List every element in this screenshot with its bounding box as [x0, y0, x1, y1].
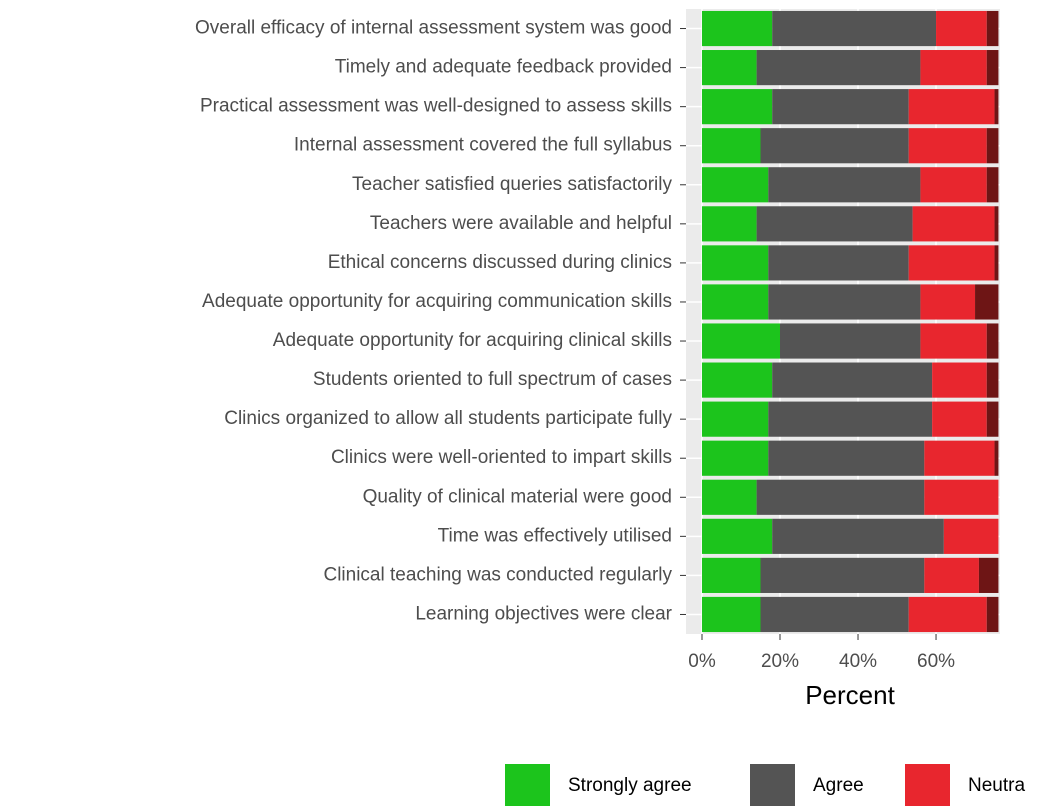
- bar-segment: [768, 401, 933, 437]
- y-tick-label: Clinical teaching was conducted regularl…: [323, 564, 672, 585]
- bar-segment: [760, 596, 909, 633]
- bar-segment: [924, 479, 999, 515]
- bar-segment: [701, 50, 757, 86]
- y-tick-label: Overall efficacy of internal assessment …: [195, 18, 672, 39]
- y-tick-label: Adequate opportunity for acquiring clini…: [273, 330, 672, 351]
- bar-segment: [920, 167, 987, 203]
- bar-segment: [986, 167, 999, 203]
- bar-segment: [772, 89, 909, 125]
- bar-segment: [978, 557, 999, 593]
- bar-segment: [701, 401, 769, 437]
- bar-segment: [772, 518, 944, 554]
- bar-segment: [943, 518, 999, 554]
- bar-segment: [936, 10, 987, 47]
- bar-segment: [908, 245, 995, 281]
- bar-segment: [986, 362, 999, 398]
- bar-segment: [760, 557, 925, 593]
- bar-segment: [701, 596, 761, 633]
- bar-segment: [760, 128, 909, 164]
- x-tick-label: 60%: [917, 651, 955, 672]
- bar-segment: [701, 10, 773, 47]
- bar-segment: [912, 206, 995, 242]
- bar-segment: [756, 206, 913, 242]
- bar-segment: [768, 284, 921, 320]
- bar-segment: [908, 89, 995, 125]
- legend-label: Neutra: [968, 775, 1025, 796]
- legend-label: Strongly agree: [568, 775, 692, 796]
- bar-segment: [986, 50, 999, 86]
- bar-segment: [924, 440, 995, 476]
- y-tick-label: Teachers were available and helpful: [370, 213, 672, 234]
- bar-segment: [924, 557, 979, 593]
- y-tick-label: Ethical concerns discussed during clinic…: [328, 252, 672, 273]
- bar-segment: [986, 323, 999, 359]
- bar-segment: [772, 362, 933, 398]
- legend-swatch: [505, 764, 550, 806]
- bar-segment: [701, 128, 761, 164]
- bar-segment: [768, 167, 921, 203]
- bar-segment: [908, 128, 987, 164]
- x-axis-title: Percent: [805, 680, 895, 710]
- bar-segment: [701, 89, 773, 125]
- bar-segment: [932, 362, 987, 398]
- y-tick-label: Students oriented to full spectrum of ca…: [313, 369, 672, 390]
- bar-segment: [701, 479, 757, 515]
- bar-segment: [986, 596, 999, 633]
- x-tick-label: 0%: [688, 651, 716, 672]
- bar-segment: [780, 323, 921, 359]
- y-tick-label: Timely and adequate feedback provided: [335, 57, 672, 78]
- bar-segment: [701, 518, 773, 554]
- bar-segment: [701, 440, 769, 476]
- bar-segment: [932, 401, 987, 437]
- y-tick-label: Clinics were well-oriented to impart ski…: [331, 447, 672, 468]
- y-tick-label: Adequate opportunity for acquiring commu…: [202, 291, 672, 312]
- y-tick-label: Teacher satisfied queries satisfactorily: [352, 174, 672, 195]
- y-tick-label: Time was effectively utilised: [438, 525, 672, 546]
- bar-segment: [701, 557, 761, 593]
- bar-segment: [994, 206, 999, 242]
- y-tick-label: Quality of clinical material were good: [363, 486, 672, 507]
- bar-segment: [756, 50, 921, 86]
- bar-segment: [908, 596, 987, 633]
- bar-segment: [994, 89, 999, 125]
- bar-segment: [701, 284, 769, 320]
- x-tick-label: 20%: [761, 651, 799, 672]
- bar-segment: [994, 245, 999, 281]
- legend-swatch: [750, 764, 795, 806]
- legend-label: Agree: [813, 775, 864, 796]
- bar-segment: [975, 284, 999, 320]
- bar-segment: [768, 245, 909, 281]
- bar-segment: [994, 440, 999, 476]
- bar-segment: [920, 284, 976, 320]
- bar-segment: [986, 10, 999, 47]
- y-tick-label: Learning objectives were clear: [415, 603, 672, 624]
- bar-segment: [701, 362, 773, 398]
- bar-segment: [772, 10, 937, 47]
- y-tick-label: Practical assessment was well-designed t…: [200, 96, 672, 117]
- bar-segment: [986, 128, 999, 164]
- bar-segment: [986, 401, 999, 437]
- x-tick-label: 40%: [839, 651, 877, 672]
- bar-segment: [701, 167, 769, 203]
- y-tick-label: Internal assessment covered the full syl…: [294, 135, 672, 156]
- y-tick-label: Clinics organized to allow all students …: [224, 408, 672, 429]
- bar-segment: [756, 479, 925, 515]
- bar-segment: [768, 440, 925, 476]
- legend-swatch: [905, 764, 950, 806]
- bar-segment: [701, 245, 769, 281]
- bar-segment: [920, 323, 987, 359]
- bar-segment: [920, 50, 987, 86]
- bar-segment: [701, 323, 781, 359]
- bar-segment: [701, 206, 757, 242]
